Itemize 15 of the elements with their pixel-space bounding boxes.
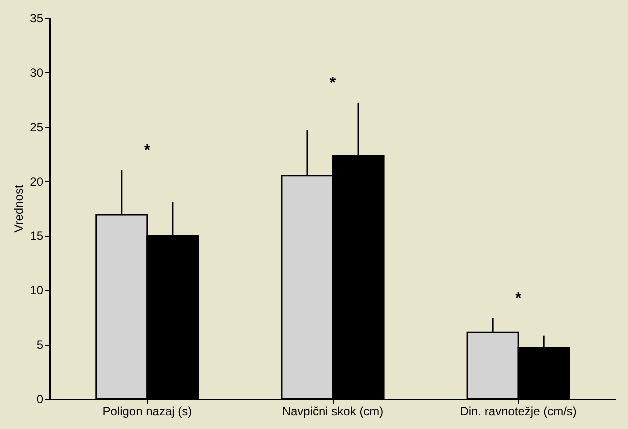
y-tick-label: 25 <box>30 120 44 134</box>
y-tick-label: 20 <box>30 174 44 189</box>
x-tick-label: Navpični skok (cm) <box>282 404 384 418</box>
annotation: * <box>330 74 337 92</box>
y-tick-label: 0 <box>36 392 44 406</box>
x-tick-label: Poligon nazaj (s) <box>102 404 192 418</box>
annotation: * <box>515 290 522 308</box>
y-tick-label: 10 <box>30 284 44 298</box>
y-tick-label: 35 <box>30 12 44 26</box>
annotation: * <box>144 142 152 160</box>
x-tick-label: Din. ravnotežje (cm/s) <box>460 404 577 418</box>
y-tick-label: 30 <box>30 66 44 80</box>
y-tick-label: 5 <box>36 338 44 352</box>
y-axis-title: Vrednost <box>12 184 26 233</box>
y-tick-label: 15 <box>30 229 44 244</box>
